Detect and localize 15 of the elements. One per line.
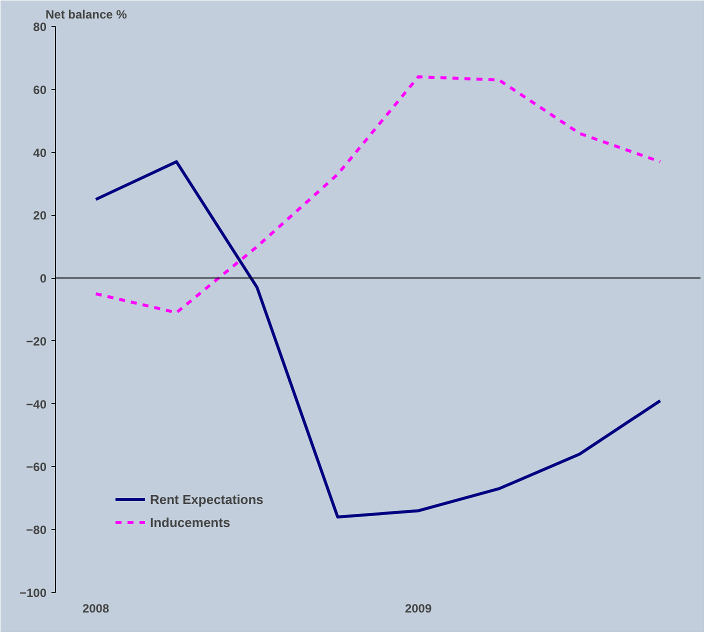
y-tick-label: −80 bbox=[26, 523, 47, 538]
y-tick-label: 0 bbox=[40, 272, 47, 286]
y-tick-label: −40 bbox=[26, 397, 47, 412]
y-tick-label: −60 bbox=[26, 460, 47, 474]
x-tick-label: 2008 bbox=[82, 602, 110, 616]
y-tick-label: 40 bbox=[33, 146, 47, 160]
y-tick-label: 80 bbox=[33, 20, 47, 34]
y-tick-label: −100 bbox=[19, 586, 47, 600]
legend-label: Inducements bbox=[150, 514, 230, 530]
y-tick-label: 20 bbox=[33, 208, 47, 223]
y-tick-label: 60 bbox=[33, 82, 47, 97]
y-axis-title: Net balance % bbox=[46, 8, 128, 22]
x-tick-label: 2009 bbox=[404, 602, 432, 616]
y-tick-label: −20 bbox=[26, 334, 47, 348]
legend-label: Rent Expectations bbox=[150, 492, 264, 506]
